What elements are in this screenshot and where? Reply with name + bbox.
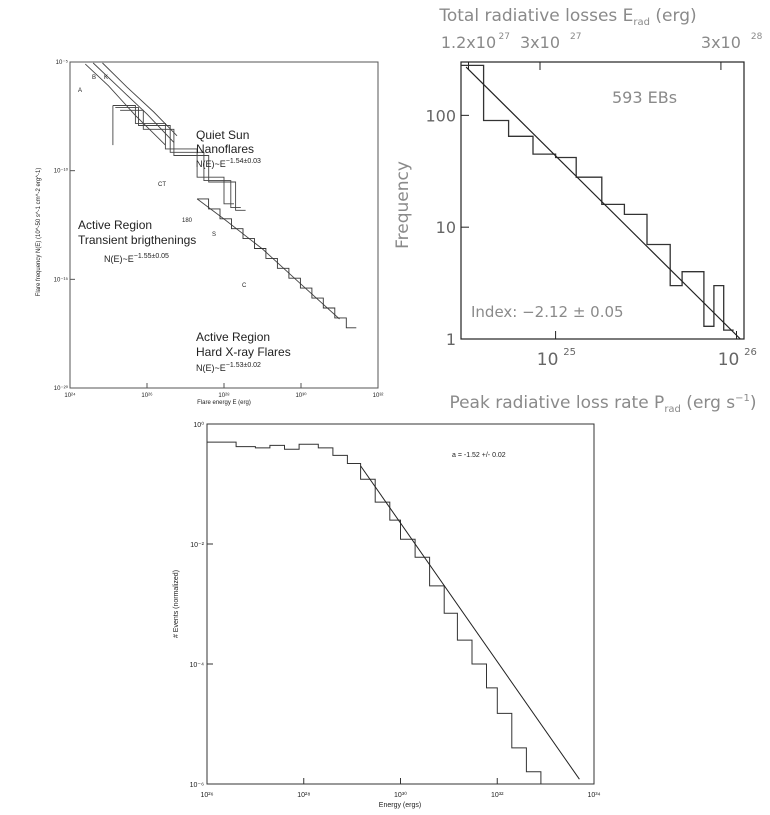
p1-curve-label-a: A <box>78 88 82 94</box>
p2-y-tick-label: 10 <box>436 218 456 237</box>
p1-series-hx-C <box>196 198 340 320</box>
p1-annotation-hard-xray: Active Region Hard X-ray Flares N(E)~E−1… <box>196 330 291 373</box>
p1-y-tick-label: 10⁻¹⁵ <box>54 276 69 283</box>
p1-curve-label-k: K <box>104 75 108 81</box>
p3-axis-ticks: 10²⁶ 10²⁸ 10³⁰ 10³² 10³⁴ 10⁰ 10⁻² 10⁻⁴ 10⁻⁶ <box>190 421 601 799</box>
p3-histogram <box>207 441 579 785</box>
p3-x-tick-label: 10³² <box>491 792 504 799</box>
p3-y-tick-label: 10⁻⁶ <box>190 782 204 789</box>
p3-x-tick-label: 10²⁸ <box>297 792 310 799</box>
p2-series-group <box>461 64 741 340</box>
p1-x-axis-label: Flare energy E (erg) <box>197 400 251 406</box>
p3-fit-label: a = -1.52 +/- 0.02 <box>452 452 506 459</box>
p1-ann-hx-line2: Hard X-ray Flares <box>196 345 291 359</box>
p1-x-tick-label: 10²⁶ <box>141 392 153 399</box>
p2-x-tick-label: 10 <box>537 350 559 370</box>
p1-series-group <box>84 62 357 329</box>
p1-ann-qs-line1: Quiet Sun <box>196 128 249 142</box>
panel-energy-distribution: 10²⁶ 10²⁸ 10³⁰ 10³² 10³⁴ 10⁰ 10⁻² 10⁻⁴ 10⁻⁶ Ener… <box>173 421 601 809</box>
p3-x-tick-label: 10³⁴ <box>587 792 600 799</box>
p1-ann-hx-line1: Active Region <box>196 330 270 344</box>
p2-top-tick-label: 3x10 <box>520 33 560 52</box>
p1-series-ar-2 <box>115 107 241 209</box>
p2-y-axis-label: Frequency <box>393 161 413 249</box>
p3-frame <box>206 423 595 785</box>
p1-series-qs-B <box>92 62 175 143</box>
p2-top-tick-label: 3x10 <box>701 33 741 52</box>
p1-curve-label-c: C <box>242 283 247 289</box>
p3-fit-line <box>360 465 580 780</box>
p3-x-tick-label: 10²⁶ <box>201 792 214 799</box>
p2-x-tick-exp: 26 <box>744 347 757 358</box>
p3-y-tick-label: 10⁰ <box>193 421 204 429</box>
p1-curve-labels: A B K C S CT 180 <box>78 75 247 289</box>
p2-top-tick-label: 1.2x10 <box>441 33 496 52</box>
p2-index-label: Index: −2.12 ± 0.05 <box>471 303 624 321</box>
p1-series-ar-1 <box>112 105 234 205</box>
p2-x-tick-exp: 25 <box>563 347 576 358</box>
p2-count-label: 593 EBs <box>612 88 677 107</box>
p1-annotation-quiet-sun: Quiet Sun Nanoflares N(E)~E−1.54±0.03 <box>196 128 261 169</box>
p1-axis-ticks: 10²⁴ 10²⁶ 10²⁸ 10³⁰ 10³² 10⁻⁵ 10⁻¹⁰ 10⁻¹⁵ 10⁻²⁰ <box>54 59 384 399</box>
p2-frame <box>460 61 745 340</box>
p3-series-group <box>207 441 580 785</box>
p1-x-tick-label: 10³² <box>373 393 384 399</box>
p3-y-tick-label: 10⁻⁴ <box>190 662 205 669</box>
p2-x-tick-label: 10 <box>718 350 740 370</box>
p1-series-hx-steps <box>197 198 357 329</box>
p2-y-tick-label: 1 <box>446 330 456 349</box>
p3-x-axis-label: Energy (ergs) <box>379 802 421 809</box>
p1-ann-qs-line2: Nanoflares <box>196 142 254 156</box>
p3-y-axis-label: # Events (normalized) <box>173 570 180 638</box>
p1-y-tick-label: 10⁻¹⁰ <box>54 168 69 175</box>
p3-y-tick-label: 10⁻² <box>190 542 204 549</box>
p1-curve-label-b: B <box>92 75 96 81</box>
p1-x-tick-label: 10³⁰ <box>295 392 307 399</box>
p1-x-tick-label: 10²⁴ <box>64 392 76 399</box>
p1-series-qs-A <box>84 63 166 146</box>
p1-ann-qs-law: N(E)~E−1.54±0.03 <box>196 158 261 169</box>
p1-curve-label-s: S <box>212 232 216 238</box>
p1-curve-label-180: 180 <box>182 218 193 224</box>
p3-x-tick-label: 10³⁰ <box>394 791 407 799</box>
p1-y-tick-label: 10⁻²⁰ <box>54 385 69 392</box>
p1-y-axis-label: Flare frequency N(E) (10^-50 s^-1 cm^-2 … <box>36 168 42 297</box>
p2-top-tick-exp: 28 <box>751 32 763 42</box>
p2-top-tick-exp: 27 <box>498 32 509 42</box>
p1-annotation-active-region: Active Region Transient brigthenings N(E… <box>78 218 196 264</box>
p1-ann-ar-law: N(E)~E−1.55±0.05 <box>104 253 169 264</box>
p1-x-tick-label: 10²⁸ <box>218 392 230 399</box>
p1-ann-hx-law: N(E)~E−1.53±0.02 <box>196 362 261 373</box>
p2-y-tick-label: 100 <box>425 106 456 125</box>
p1-y-tick-label: 10⁻⁵ <box>56 59 69 66</box>
p2-fit-line <box>465 66 741 340</box>
p1-ann-ar-line2: Transient brigthenings <box>78 233 196 247</box>
p2-top-tick-exp: 27 <box>570 32 581 42</box>
p1-curve-label-ct: CT <box>158 182 166 188</box>
p2-top-axis-title: Total radiative losses Erad (erg) <box>438 6 696 28</box>
p1-series-ar-3 <box>120 109 246 211</box>
p2-x-axis-label: Peak radiative loss rate Prad (erg s−1) <box>449 393 756 415</box>
p2-histogram <box>461 64 734 331</box>
p1-ann-ar-line1: Active Region <box>78 218 152 232</box>
panel-nanoflare-distribution: 10²⁴ 10²⁶ 10²⁸ 10³⁰ 10³²10⁻⁵10⁻¹⁰10⁻¹⁵10⁻²⁰ … <box>36 59 383 406</box>
